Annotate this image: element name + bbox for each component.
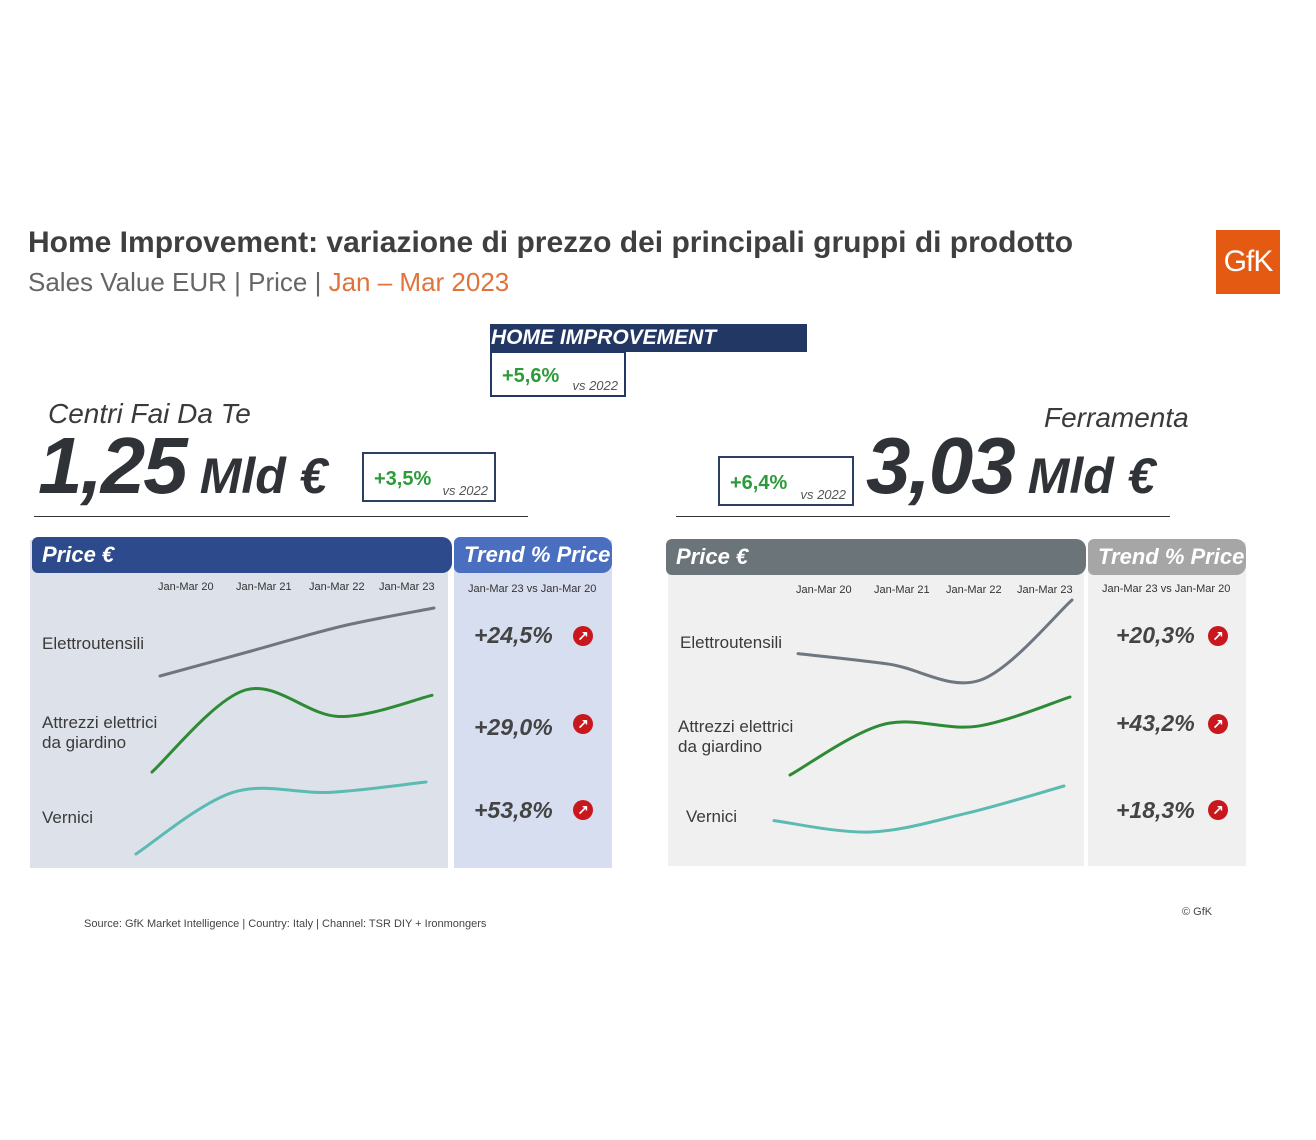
right-row-label: Vernici xyxy=(686,807,738,826)
left-row-label: Attrezzi elettrici da giardino xyxy=(42,713,158,752)
series-line-attrezzi-elettrici-da-giardino xyxy=(788,695,1072,777)
series-line-elettroutensili xyxy=(796,598,1074,685)
left-trend-value: +24,5% xyxy=(474,622,553,648)
left-growth-box: +3,5% vs 2022 xyxy=(362,452,496,502)
right-row-label: Attrezzi elettrici da giardino xyxy=(678,717,794,756)
copyright: © GfK xyxy=(1182,906,1213,918)
right-period-label: Jan-Mar 21 xyxy=(874,584,930,596)
subtitle-period: Jan – Mar 2023 xyxy=(328,267,510,297)
up-arrow-icon: ↗ xyxy=(1208,626,1228,646)
left-trend-header: Trend % Price xyxy=(454,537,612,573)
left-value: 1,25 xyxy=(38,421,188,510)
total-growth: +5,6% xyxy=(502,365,560,387)
right-period-label: Jan-Mar 20 xyxy=(796,584,852,596)
total-vs: vs 2022 xyxy=(572,378,618,393)
right-growth-box: +6,4% vs 2022 xyxy=(718,456,854,506)
right-store-name: Ferramenta xyxy=(1044,402,1189,433)
left-store-name: Centri Fai Da Te xyxy=(48,398,251,429)
right-trend-value: +18,3% xyxy=(1116,797,1195,823)
left-price-header: Price € xyxy=(32,537,452,573)
left-period-label: Jan-Mar 20 xyxy=(158,581,214,593)
up-arrow-icon: ↗ xyxy=(573,714,593,734)
right-row-label: Elettroutensili xyxy=(680,633,783,652)
left-period-label: Jan-Mar 23 xyxy=(379,581,435,593)
right-vs: vs 2022 xyxy=(800,487,846,502)
left-row-label: Vernici xyxy=(42,808,94,827)
series-line-attrezzi-elettrici-da-giardino xyxy=(150,687,434,774)
up-arrow-icon: ↗ xyxy=(1208,714,1228,734)
right-value: 3,03 xyxy=(866,421,1016,510)
page-subtitle: Sales Value EUR | Price | Jan – Mar 2023 xyxy=(28,267,509,298)
left-trend-value: +53,8% xyxy=(474,797,553,823)
series-line-vernici xyxy=(134,780,428,856)
right-divider xyxy=(676,516,1170,517)
gfk-logo: GfK xyxy=(1216,230,1280,294)
total-growth-box: +5,6% vs 2022 xyxy=(490,351,626,397)
series-line-vernici xyxy=(772,784,1066,834)
right-trend-period: Jan-Mar 23 vs Jan-Mar 20 xyxy=(1102,583,1231,595)
left-trend-value: +29,0% xyxy=(474,714,553,740)
right-total-value: 3,03 Mld € xyxy=(866,420,1156,512)
right-price-panel xyxy=(668,542,1084,866)
series-line-elettroutensili xyxy=(158,606,436,678)
right-price-header: Price € xyxy=(666,539,1086,575)
left-total-value: 1,25 Mld € xyxy=(38,420,328,512)
right-growth: +6,4% xyxy=(730,472,788,494)
left-price-panel xyxy=(30,540,448,868)
right-trend-value: +20,3% xyxy=(1116,622,1195,648)
left-unit: Mld € xyxy=(199,448,328,504)
total-label: HOME IMPROVEMENT xyxy=(490,324,807,352)
left-trend-period: Jan-Mar 23 vs Jan-Mar 20 xyxy=(468,583,597,595)
right-period-label: Jan-Mar 22 xyxy=(946,584,1002,596)
subtitle-prefix: Sales Value EUR | Price | xyxy=(28,267,329,297)
right-unit: Mld € xyxy=(1027,448,1156,504)
right-trend-header: Trend % Price xyxy=(1088,539,1246,575)
left-growth: +3,5% xyxy=(374,468,432,490)
left-vs: vs 2022 xyxy=(442,483,488,498)
source-note: Source: GfK Market Intelligence | Countr… xyxy=(84,918,487,930)
right-period-label: Jan-Mar 23 xyxy=(1017,584,1073,596)
up-arrow-icon: ↗ xyxy=(573,800,593,820)
left-period-label: Jan-Mar 21 xyxy=(236,581,292,593)
page-title: Home Improvement: variazione di prezzo d… xyxy=(28,226,1074,259)
up-arrow-icon: ↗ xyxy=(1208,800,1228,820)
up-arrow-icon: ↗ xyxy=(573,626,593,646)
left-row-label: Elettroutensili xyxy=(42,634,145,653)
left-divider xyxy=(34,516,528,517)
right-trend-value: +43,2% xyxy=(1116,710,1195,736)
left-period-label: Jan-Mar 22 xyxy=(309,581,365,593)
